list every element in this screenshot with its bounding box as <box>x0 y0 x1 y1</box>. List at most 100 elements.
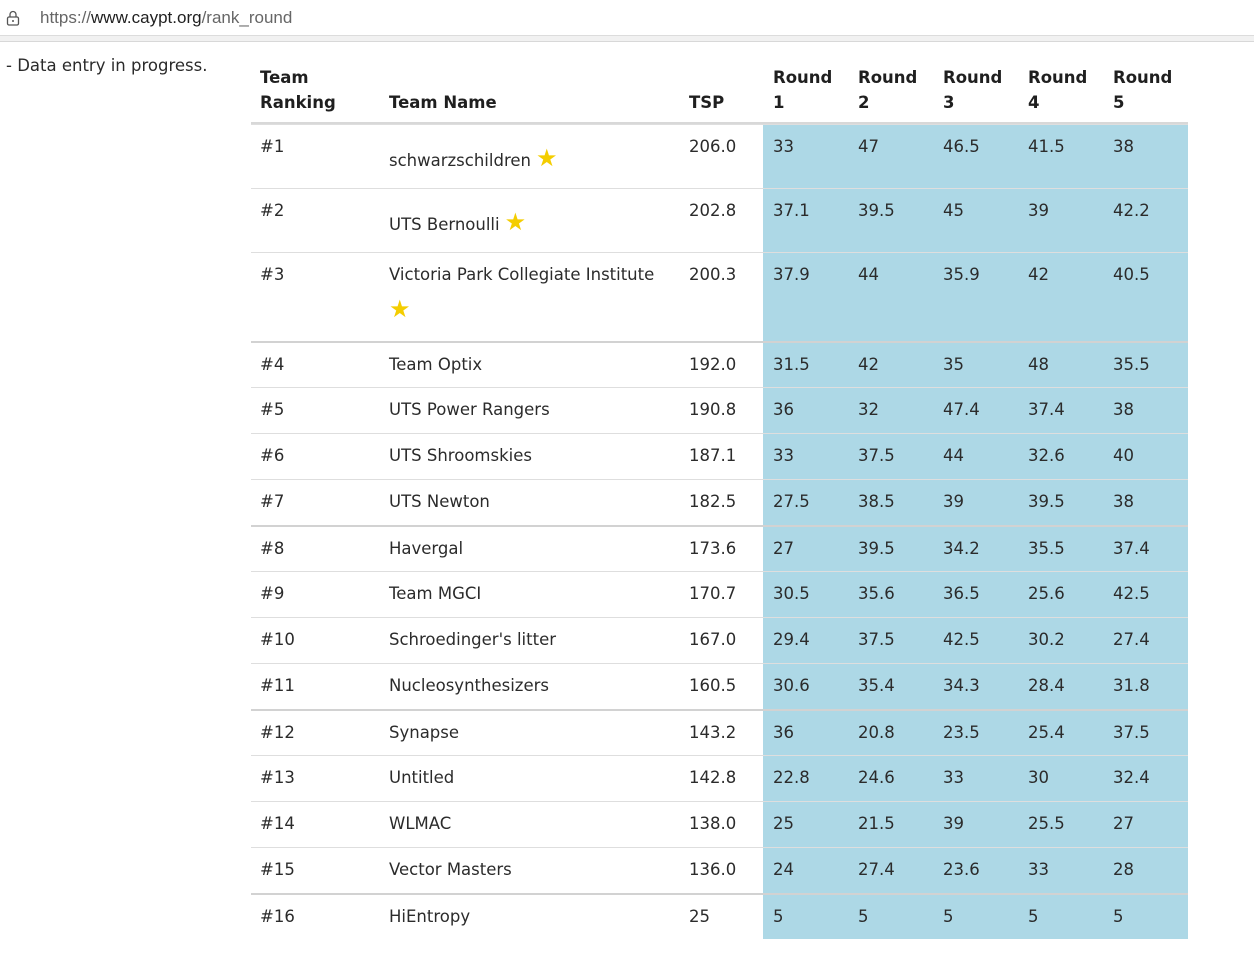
team-rank: #13 <box>260 768 295 787</box>
star-icon: ★ <box>504 208 527 236</box>
round-4-score: 32.6 <box>1028 446 1065 465</box>
round-5-score: 40 <box>1113 446 1134 465</box>
round-2-score: 42 <box>858 355 879 374</box>
header-round-4: Round 4 <box>1028 68 1088 112</box>
address-bar[interactable]: https://www.caypt.org/rank_round <box>0 0 1254 36</box>
round-3-score: 34.2 <box>943 539 980 558</box>
team-tsp: 206.0 <box>689 137 737 156</box>
round-3-score: 36.5 <box>943 584 980 603</box>
header-tsp: TSP <box>689 93 725 112</box>
team-name: Victoria Park Collegiate Institute ★ <box>389 264 654 323</box>
table-row: #5 UTS Power Rangers 190.8 36 32 47.4 37.4 38 <box>251 387 1188 433</box>
team-rank: #3 <box>260 265 285 284</box>
round-1-score: 27.5 <box>773 492 810 511</box>
team-name-text: Team MGCI <box>389 584 482 603</box>
team-tsp: 200.3 <box>689 265 737 284</box>
round-1-score: 31.5 <box>773 355 810 374</box>
round-3-score: 35.9 <box>943 265 980 284</box>
team-name-text: Havergal <box>389 539 464 558</box>
round-4-score: 37.4 <box>1028 400 1065 419</box>
team-rank: #6 <box>260 446 285 465</box>
round-2-score: 37.5 <box>858 446 895 465</box>
team-tsp: 187.1 <box>689 446 737 465</box>
url-text[interactable]: https://www.caypt.org/rank_round <box>40 8 292 28</box>
team-name: Team Optix <box>389 354 482 376</box>
round-scores-shade <box>763 895 1188 939</box>
round-4-score: 25.6 <box>1028 584 1065 603</box>
round-5-score: 42.5 <box>1113 584 1150 603</box>
round-5-score: 32.4 <box>1113 768 1150 787</box>
team-name: Vector Masters <box>389 859 512 881</box>
round-4-score: 35.5 <box>1028 539 1065 558</box>
round-3-score: 44 <box>943 446 964 465</box>
url-path: /rank_round <box>201 8 293 27</box>
team-name: UTS Bernoulli ★ <box>389 208 527 236</box>
round-scores-shade <box>763 527 1188 571</box>
round-1-score: 37.9 <box>773 265 810 284</box>
round-4-score: 5 <box>1028 907 1039 926</box>
round-4-score: 33 <box>1028 860 1049 879</box>
round-5-score: 38 <box>1113 492 1134 511</box>
header-team-name: Team Name <box>389 93 497 112</box>
round-2-score: 35.6 <box>858 584 895 603</box>
round-1-score: 36 <box>773 723 794 742</box>
table-row: #12 Synapse 143.2 36 20.8 23.5 25.4 37.5 <box>251 709 1188 755</box>
team-name-text: Team Optix <box>389 355 483 374</box>
round-4-score: 30.2 <box>1028 630 1065 649</box>
team-tsp: 173.6 <box>689 539 737 558</box>
round-2-score: 44 <box>858 265 879 284</box>
round-3-score: 46.5 <box>943 137 980 156</box>
round-5-score: 42.2 <box>1113 201 1150 220</box>
round-2-score: 32 <box>858 400 879 419</box>
team-name: UTS Power Rangers <box>389 399 550 421</box>
table-row: #11 Nucleosynthesizers 160.5 30.6 35.4 34.3 28… <box>251 663 1188 709</box>
team-rank: #10 <box>260 630 295 649</box>
team-name-text: UTS Shroomskies <box>389 446 532 465</box>
team-name: schwarzschildren ★ <box>389 146 558 172</box>
table-header: Team Ranking Team Name TSP Round 1 Round… <box>251 58 1188 124</box>
team-name: Team MGCI <box>389 583 481 605</box>
round-1-score: 29.4 <box>773 630 810 649</box>
team-name: Nucleosynthesizers <box>389 675 549 697</box>
team-tsp: 136.0 <box>689 860 737 879</box>
team-tsp: 190.8 <box>689 400 737 419</box>
header-round-3: Round 3 <box>943 68 1003 112</box>
round-3-score: 33 <box>943 768 964 787</box>
round-1-score: 25 <box>773 814 794 833</box>
round-5-score: 5 <box>1113 907 1124 926</box>
round-3-score: 34.3 <box>943 676 980 695</box>
round-2-score: 39.5 <box>858 539 895 558</box>
round-5-score: 37.5 <box>1113 723 1150 742</box>
table-row: #14 WLMAC 138.0 25 21.5 39 25.5 27 <box>251 801 1188 847</box>
team-name: UTS Shroomskies <box>389 445 532 467</box>
team-name: Synapse <box>389 722 459 744</box>
round-1-score: 24 <box>773 860 794 879</box>
team-tsp: 138.0 <box>689 814 737 833</box>
table-row: #4 Team Optix 192.0 31.5 42 35 48 35.5 <box>251 341 1188 387</box>
round-1-score: 5 <box>773 907 784 926</box>
round-4-score: 25.5 <box>1028 814 1065 833</box>
team-name-text: Untitled <box>389 768 455 787</box>
star-icon: ★ <box>389 295 411 323</box>
round-5-score: 38 <box>1113 400 1134 419</box>
team-rank: #12 <box>260 723 295 742</box>
team-name-text: Schroedinger's litter <box>389 630 557 649</box>
url-host: www.caypt.org <box>91 8 202 27</box>
table-row: #1 schwarzschildren ★ 206.0 33 47 46.5 41.5 38 <box>251 124 1188 188</box>
round-scores-shade <box>763 388 1188 433</box>
team-tsp: 202.8 <box>689 201 737 220</box>
team-name-text: WLMAC <box>389 814 452 833</box>
team-name-text: Nucleosynthesizers <box>389 676 549 695</box>
team-name: Untitled <box>389 767 454 789</box>
team-tsp: 170.7 <box>689 584 737 603</box>
header-team-ranking: Team Ranking <box>260 68 336 112</box>
round-scores-shade <box>763 125 1188 188</box>
round-4-score: 28.4 <box>1028 676 1065 695</box>
round-4-score: 39.5 <box>1028 492 1065 511</box>
round-1-score: 36 <box>773 400 794 419</box>
status-note: - Data entry in progress. <box>6 56 208 75</box>
table-row: #13 Untitled 142.8 22.8 24.6 33 30 32.4 <box>251 755 1188 801</box>
round-scores-shade <box>763 253 1188 341</box>
team-rank: #8 <box>260 539 285 558</box>
round-2-score: 35.4 <box>858 676 895 695</box>
